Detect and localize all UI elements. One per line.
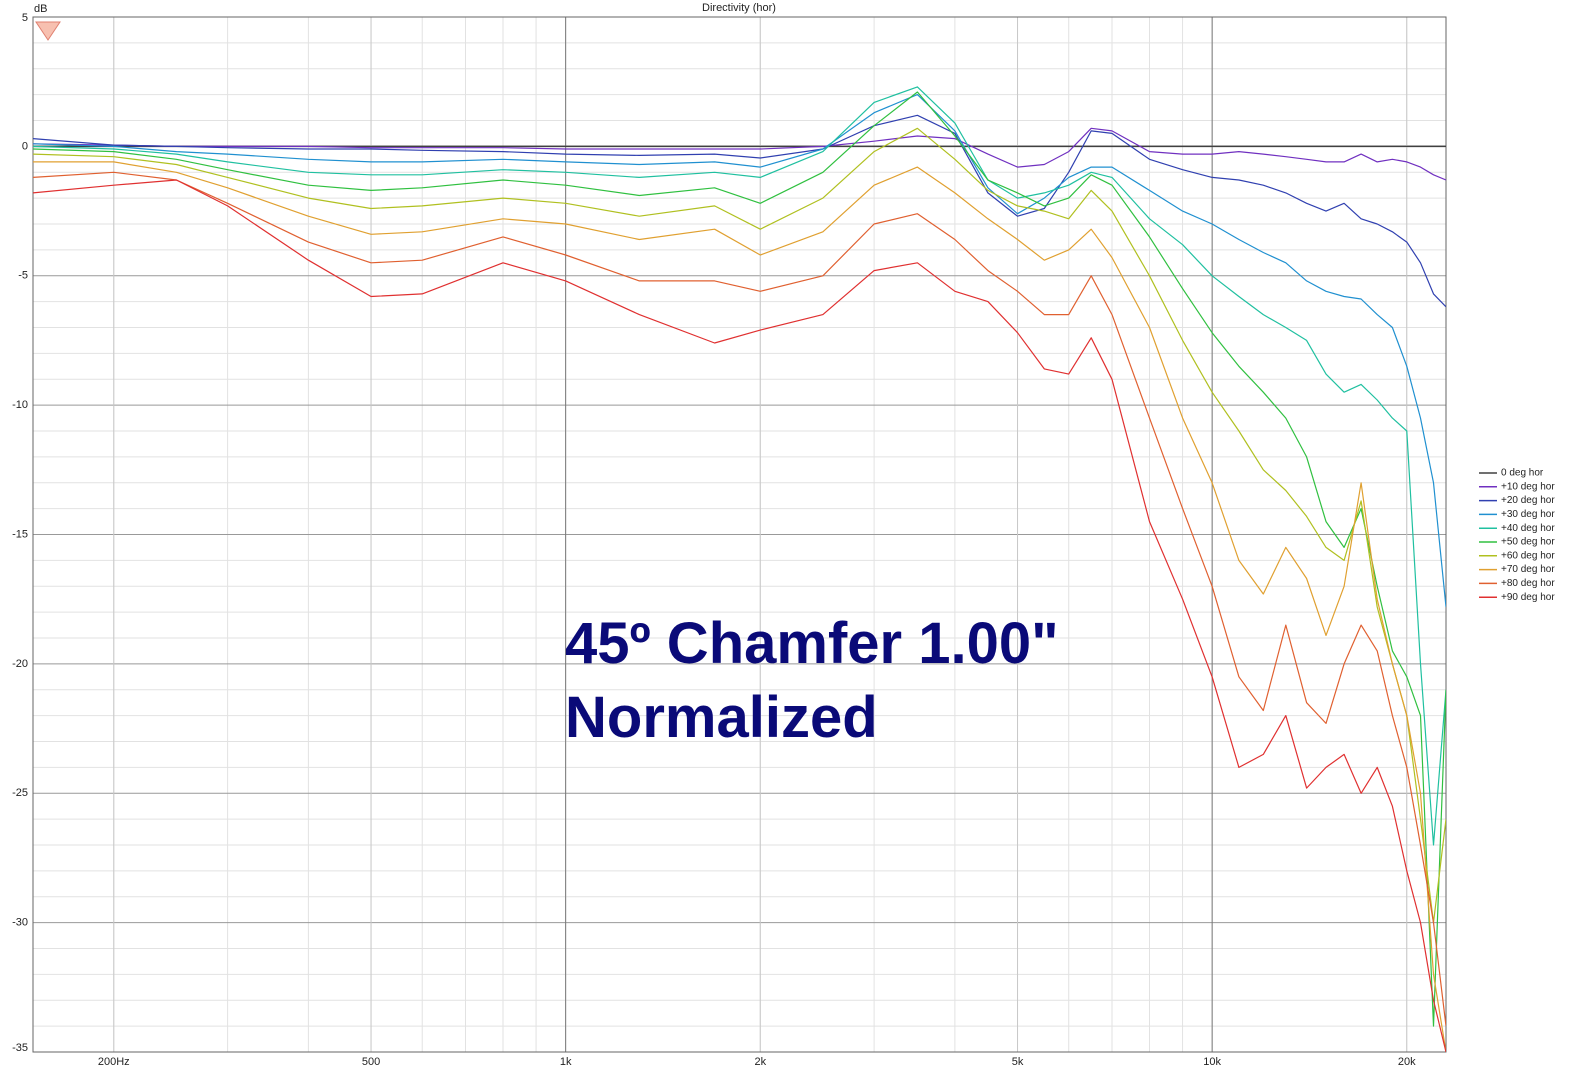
x-tick-label: 20k [1398,1056,1416,1068]
series-line [33,94,1446,608]
annotation: Normalized [565,685,878,750]
series-line [33,91,1446,1027]
x-tick-label: 500 [362,1056,380,1068]
legend-label: +40 deg hor [1501,523,1555,534]
plot-frame [32,16,1447,1053]
y-tick-label: -35 [12,1042,28,1054]
legend-label: +20 deg hor [1501,495,1555,506]
y-tick-label: -20 [12,658,28,670]
legend-label: +50 deg hor [1501,537,1555,548]
x-tick-label: 1k [560,1056,572,1068]
series-line [33,127,1446,924]
legend-label: +70 deg hor [1501,564,1555,575]
y-tick-label: -10 [12,399,28,411]
legend-label: +80 deg hor [1501,578,1555,589]
logo [35,21,61,41]
legend-label: +30 deg hor [1501,509,1555,520]
x-tick-label: 2k [754,1056,766,1068]
y-tick-label: -30 [12,917,28,929]
legend-label: 0 deg hor [1501,468,1544,479]
series-line [33,179,1446,1052]
legend-label: +60 deg hor [1501,550,1555,561]
y-tick-label: 5 [22,12,28,24]
legend-label: +10 deg hor [1501,481,1555,492]
series-line [33,127,1446,181]
y-tick-label: 0 [22,140,28,152]
chart-title: Directivity (hor) [702,2,776,14]
series-line [33,86,1446,846]
y-tick-label: -25 [12,787,28,799]
y-tick-label: -5 [18,270,28,282]
series-line [33,114,1446,308]
legend-label: +90 deg hor [1501,592,1555,603]
annotation: 45º Chamfer 1.00" [565,611,1059,676]
y-axis-label: dB [34,3,47,15]
y-tick-label: -15 [12,528,28,540]
x-tick-label: 200Hz [98,1056,130,1068]
x-tick-label: 10k [1203,1056,1221,1068]
grid [33,16,1446,1053]
series-line [33,171,1446,1027]
x-tick-label: 5k [1012,1056,1024,1068]
series-line [33,161,1446,1052]
